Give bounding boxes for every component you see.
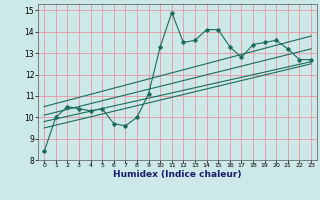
X-axis label: Humidex (Indice chaleur): Humidex (Indice chaleur) [113,170,242,179]
